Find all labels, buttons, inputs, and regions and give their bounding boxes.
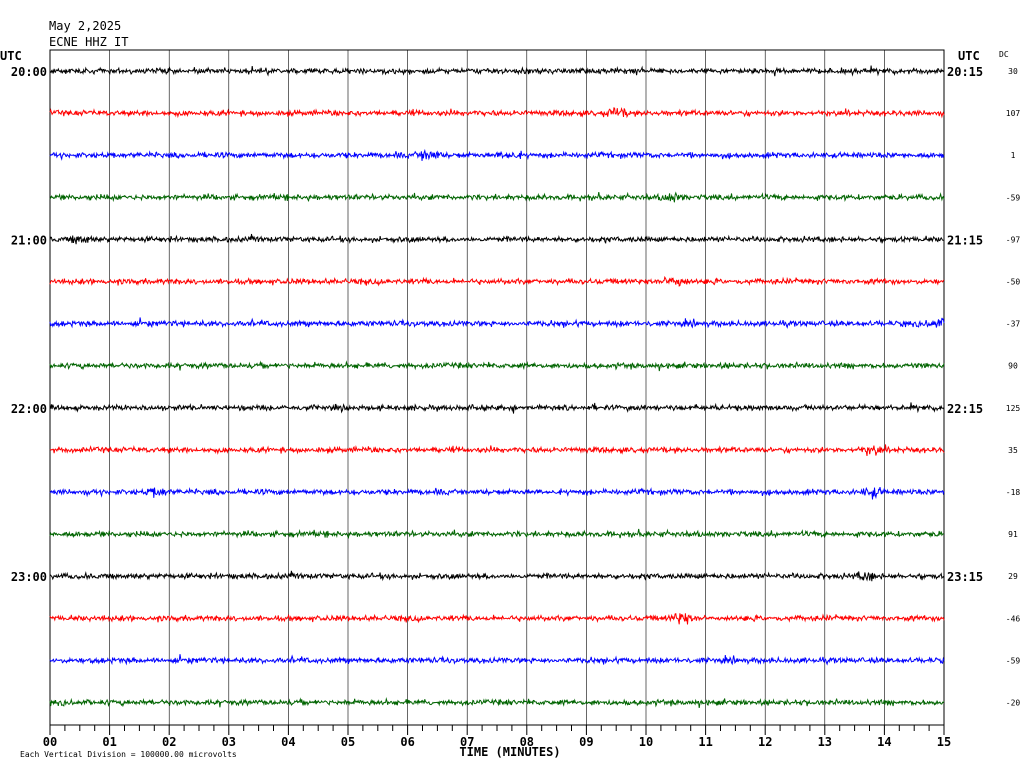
hour-label-right: 22:15 [947, 402, 983, 416]
seismic-trace [49, 233, 945, 245]
dc-offset-label: -50 [1006, 278, 1021, 287]
x-tick-label: 04 [281, 735, 295, 749]
hour-label-right: 23:15 [947, 570, 983, 584]
plot-frame [49, 49, 945, 726]
seismic-trace [49, 360, 945, 372]
hour-label-left: 21:00 [11, 233, 47, 247]
seismic-trace [49, 402, 945, 414]
dc-offset-label: 29 [1008, 572, 1018, 581]
dc-offset-label: 1 [1011, 151, 1016, 160]
dc-offset-label: -18 [1006, 488, 1021, 497]
seismic-trace [49, 697, 945, 708]
plot-date: May 2,2025 [49, 19, 122, 33]
dc-offset-label: 107 [1006, 109, 1021, 118]
dc-offset-label: -59 [1006, 656, 1021, 665]
dc-header-label: DC [999, 50, 1009, 59]
dc-offset-label: 30 [1008, 67, 1018, 76]
dc-offset-label: 125 [1006, 404, 1021, 413]
seismic-trace [49, 191, 945, 203]
seismic-trace [49, 444, 945, 456]
x-tick-label: 07 [460, 735, 474, 749]
dc-offset-label: 91 [1008, 530, 1018, 539]
x-tick-label: 12 [758, 735, 772, 749]
dc-offset-label: 35 [1008, 446, 1018, 455]
dc-offset-label: -20 [1006, 699, 1021, 708]
utc-label-left: UTC [0, 49, 22, 63]
x-tick-label: 14 [877, 735, 891, 749]
x-tick-label: 10 [639, 735, 653, 749]
dc-offset-label: -46 [1006, 614, 1021, 623]
utc-label-right: UTC [958, 49, 980, 63]
hour-label-left: 20:00 [11, 65, 47, 79]
dc-offset-label: -37 [1006, 320, 1021, 329]
seismic-trace [49, 654, 945, 666]
hour-label-right: 20:15 [947, 65, 983, 79]
hour-label-left: 22:00 [11, 402, 47, 416]
seismic-trace [49, 528, 945, 539]
seismic-trace [49, 612, 945, 625]
x-tick-label: 00 [43, 735, 57, 749]
dc-offset-label: 90 [1008, 362, 1018, 371]
x-tick-label: 08 [520, 735, 534, 749]
dc-offset-label: -59 [1006, 193, 1021, 202]
seismic-trace [49, 570, 945, 582]
x-tick-label: 13 [818, 735, 832, 749]
x-tick-label: 09 [579, 735, 593, 749]
vertical-scale-note: Each Vertical Division = 100000.00 micro… [20, 750, 237, 759]
hour-label-right: 21:15 [947, 233, 983, 247]
x-tick-label: 06 [400, 735, 414, 749]
seismic-trace [49, 106, 945, 119]
x-tick-label: 11 [698, 735, 712, 749]
dc-offset-label: -97 [1006, 235, 1021, 244]
x-tick-label: 01 [102, 735, 116, 749]
hour-label-left: 23:00 [11, 570, 47, 584]
seismic-trace [49, 275, 945, 287]
x-axis-title: TIME (MINUTES) [459, 745, 560, 759]
seismic-trace [49, 317, 945, 329]
seismic-trace [49, 486, 945, 500]
x-tick-label: 15 [937, 735, 951, 749]
x-tick-label: 05 [341, 735, 355, 749]
seismic-trace [49, 148, 945, 161]
seismic-trace [50, 65, 945, 77]
x-tick-label: 02 [162, 735, 176, 749]
x-tick-label: 03 [222, 735, 236, 749]
station-id: ECNE HHZ IT [49, 35, 129, 49]
